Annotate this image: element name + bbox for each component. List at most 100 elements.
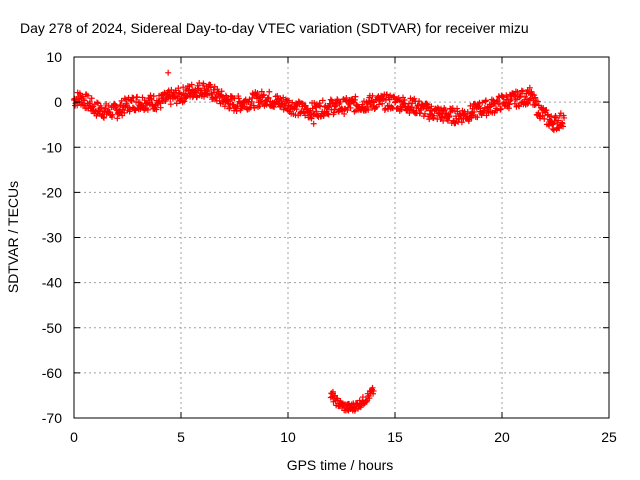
data-point [525,100,532,107]
data-point [327,96,334,103]
data-point [286,97,293,104]
data-point [258,88,265,95]
data-point [458,119,465,126]
data-point [474,114,481,121]
data-point [550,127,557,134]
data-point [532,94,539,101]
data-point [418,107,425,114]
data-point [541,115,548,122]
data-point [157,104,164,111]
data-point [180,84,187,91]
data-point [334,397,341,404]
data-point [84,92,91,99]
data-point [254,89,261,96]
data-point [167,101,174,108]
data-point [310,120,317,127]
data-point [311,100,318,107]
data-point [545,112,552,119]
data-point [100,114,107,121]
data-point [502,99,509,106]
y-tick-label: -30 [42,230,62,246]
data-point [452,120,459,127]
x-tick-label: 10 [280,429,296,445]
data-point [329,100,336,107]
data-point [153,106,160,113]
x-tick-label: 5 [177,429,185,445]
tick-marks [73,56,610,419]
data-point [539,112,546,119]
data-point [200,80,207,87]
data-point [117,102,124,109]
data-point [94,99,101,106]
data-point [344,406,351,413]
x-tick-label: 0 [70,429,78,445]
data-point [516,103,523,110]
y-tick-label: -40 [42,275,62,291]
data-point [114,115,121,122]
data-point [434,104,441,111]
data-point [277,95,284,102]
data-point [472,101,479,108]
data-point [482,97,489,104]
data-point [324,110,331,117]
data-point [526,84,533,91]
data-point [81,97,88,104]
data-point [517,93,524,100]
y-tick-label: -20 [42,184,62,200]
data-point [559,123,566,130]
data-point [341,110,348,117]
data-point [214,86,221,93]
y-tick-label: -50 [42,320,62,336]
data-point [524,100,531,107]
data-point [87,98,94,105]
data-point [497,105,504,112]
data-point [319,97,326,104]
data-point [198,87,205,94]
data-point [369,384,376,391]
x-axis-label: GPS time / hours [287,457,394,473]
data-point [561,114,568,121]
data-point [148,96,155,103]
data-point [329,388,336,395]
data-point [130,94,137,101]
data-point [308,115,315,122]
y-tick-label: 10 [46,49,62,65]
y-tick-label: -60 [42,365,62,381]
data-point [401,96,408,103]
data-point [134,93,141,100]
data-point [118,97,125,104]
y-tick-label: 0 [54,94,62,110]
data-point [313,108,320,115]
data-point [438,114,445,121]
chart-title: Day 278 of 2024, Sidereal Day-to-day VTE… [20,20,529,36]
data-point [479,99,486,106]
data-point [446,113,453,120]
data-point [424,101,431,108]
data-point [366,395,373,402]
data-point [555,117,562,124]
data-point [251,105,258,112]
data-point [534,98,541,105]
data-point [260,91,267,98]
data-point [144,106,151,113]
data-point [352,93,359,100]
data-point [523,96,530,103]
data-point [464,108,471,115]
data-point [289,99,296,106]
x-tick-label: 15 [387,429,403,445]
data-series [71,69,568,414]
data-point [274,96,281,103]
data-point [74,102,81,109]
data-point [174,93,181,100]
data-point [546,122,553,129]
data-point [469,105,476,112]
data-point [519,88,526,95]
data-point [369,92,376,99]
data-point [181,98,188,105]
data-point [365,106,372,113]
y-tick-label: -10 [42,139,62,155]
data-point [528,88,535,95]
data-point [543,107,550,114]
data-point [385,106,392,113]
